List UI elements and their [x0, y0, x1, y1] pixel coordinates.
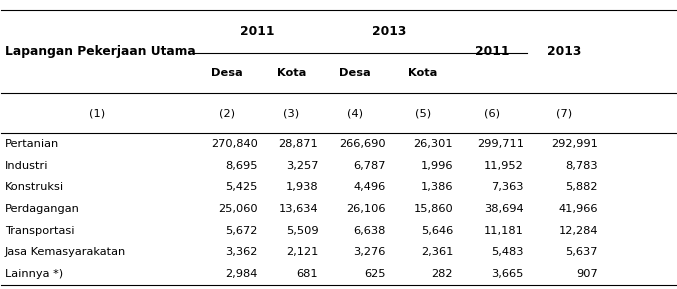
Text: 2013: 2013 [372, 25, 406, 38]
Text: 38,694: 38,694 [484, 204, 524, 214]
Text: (4): (4) [347, 108, 364, 118]
Text: 4,496: 4,496 [353, 182, 386, 192]
Text: Kota: Kota [408, 68, 437, 78]
Text: 625: 625 [364, 269, 386, 279]
Text: Desa: Desa [211, 68, 243, 78]
Text: 5,509: 5,509 [286, 226, 318, 236]
Text: (2): (2) [219, 108, 235, 118]
Text: 5,425: 5,425 [225, 182, 257, 192]
Text: 8,695: 8,695 [225, 161, 257, 171]
Text: 41,966: 41,966 [559, 204, 598, 214]
Text: 5,672: 5,672 [225, 226, 257, 236]
Text: (6): (6) [484, 108, 500, 118]
Text: 5,882: 5,882 [565, 182, 598, 192]
Text: 282: 282 [432, 269, 453, 279]
Text: (5): (5) [415, 108, 431, 118]
Text: Perdagangan: Perdagangan [5, 204, 80, 214]
Text: 6,638: 6,638 [353, 226, 386, 236]
Text: Konstruksi: Konstruksi [5, 182, 64, 192]
Text: 25,060: 25,060 [218, 204, 257, 214]
Text: 1,996: 1,996 [420, 161, 453, 171]
Text: 3,257: 3,257 [286, 161, 318, 171]
Text: 2013: 2013 [547, 45, 582, 58]
Text: 907: 907 [576, 269, 598, 279]
Text: 5,646: 5,646 [421, 226, 453, 236]
Text: 11,952: 11,952 [484, 161, 524, 171]
Text: 266,690: 266,690 [339, 139, 386, 149]
Text: Industri: Industri [5, 161, 48, 171]
Text: 15,860: 15,860 [414, 204, 453, 214]
Text: 7,363: 7,363 [492, 182, 524, 192]
Text: (1): (1) [89, 108, 106, 118]
Text: 3,665: 3,665 [492, 269, 524, 279]
Text: 26,301: 26,301 [414, 139, 453, 149]
Text: Kota: Kota [277, 68, 306, 78]
Text: 11,181: 11,181 [484, 226, 524, 236]
Text: 2,121: 2,121 [286, 247, 318, 257]
Text: 5,637: 5,637 [565, 247, 598, 257]
Text: 2011: 2011 [475, 45, 509, 58]
Text: 12,284: 12,284 [559, 226, 598, 236]
Text: 292,991: 292,991 [551, 139, 598, 149]
Text: Lapangan Pekerjaan Utama: Lapangan Pekerjaan Utama [5, 45, 196, 58]
Text: 2,361: 2,361 [420, 247, 453, 257]
Text: 8,783: 8,783 [565, 161, 598, 171]
Text: 2,984: 2,984 [225, 269, 257, 279]
Text: 299,711: 299,711 [477, 139, 524, 149]
Text: (3): (3) [283, 108, 299, 118]
Text: 270,840: 270,840 [211, 139, 257, 149]
Text: Pertanian: Pertanian [5, 139, 59, 149]
Text: 1,386: 1,386 [420, 182, 453, 192]
Text: (7): (7) [556, 108, 573, 118]
Text: 13,634: 13,634 [279, 204, 318, 214]
Text: 5,483: 5,483 [492, 247, 524, 257]
Text: 2011: 2011 [240, 25, 275, 38]
Text: 28,871: 28,871 [278, 139, 318, 149]
Text: 26,106: 26,106 [346, 204, 386, 214]
Text: Desa: Desa [339, 68, 371, 78]
Text: 6,787: 6,787 [353, 161, 386, 171]
Text: 3,362: 3,362 [225, 247, 257, 257]
Text: 1,938: 1,938 [286, 182, 318, 192]
Text: 3,276: 3,276 [353, 247, 386, 257]
Text: 681: 681 [297, 269, 318, 279]
Text: Jasa Kemasyarakatan: Jasa Kemasyarakatan [5, 247, 126, 257]
Text: Lainnya *): Lainnya *) [5, 269, 63, 279]
Text: Transportasi: Transportasi [5, 226, 74, 236]
